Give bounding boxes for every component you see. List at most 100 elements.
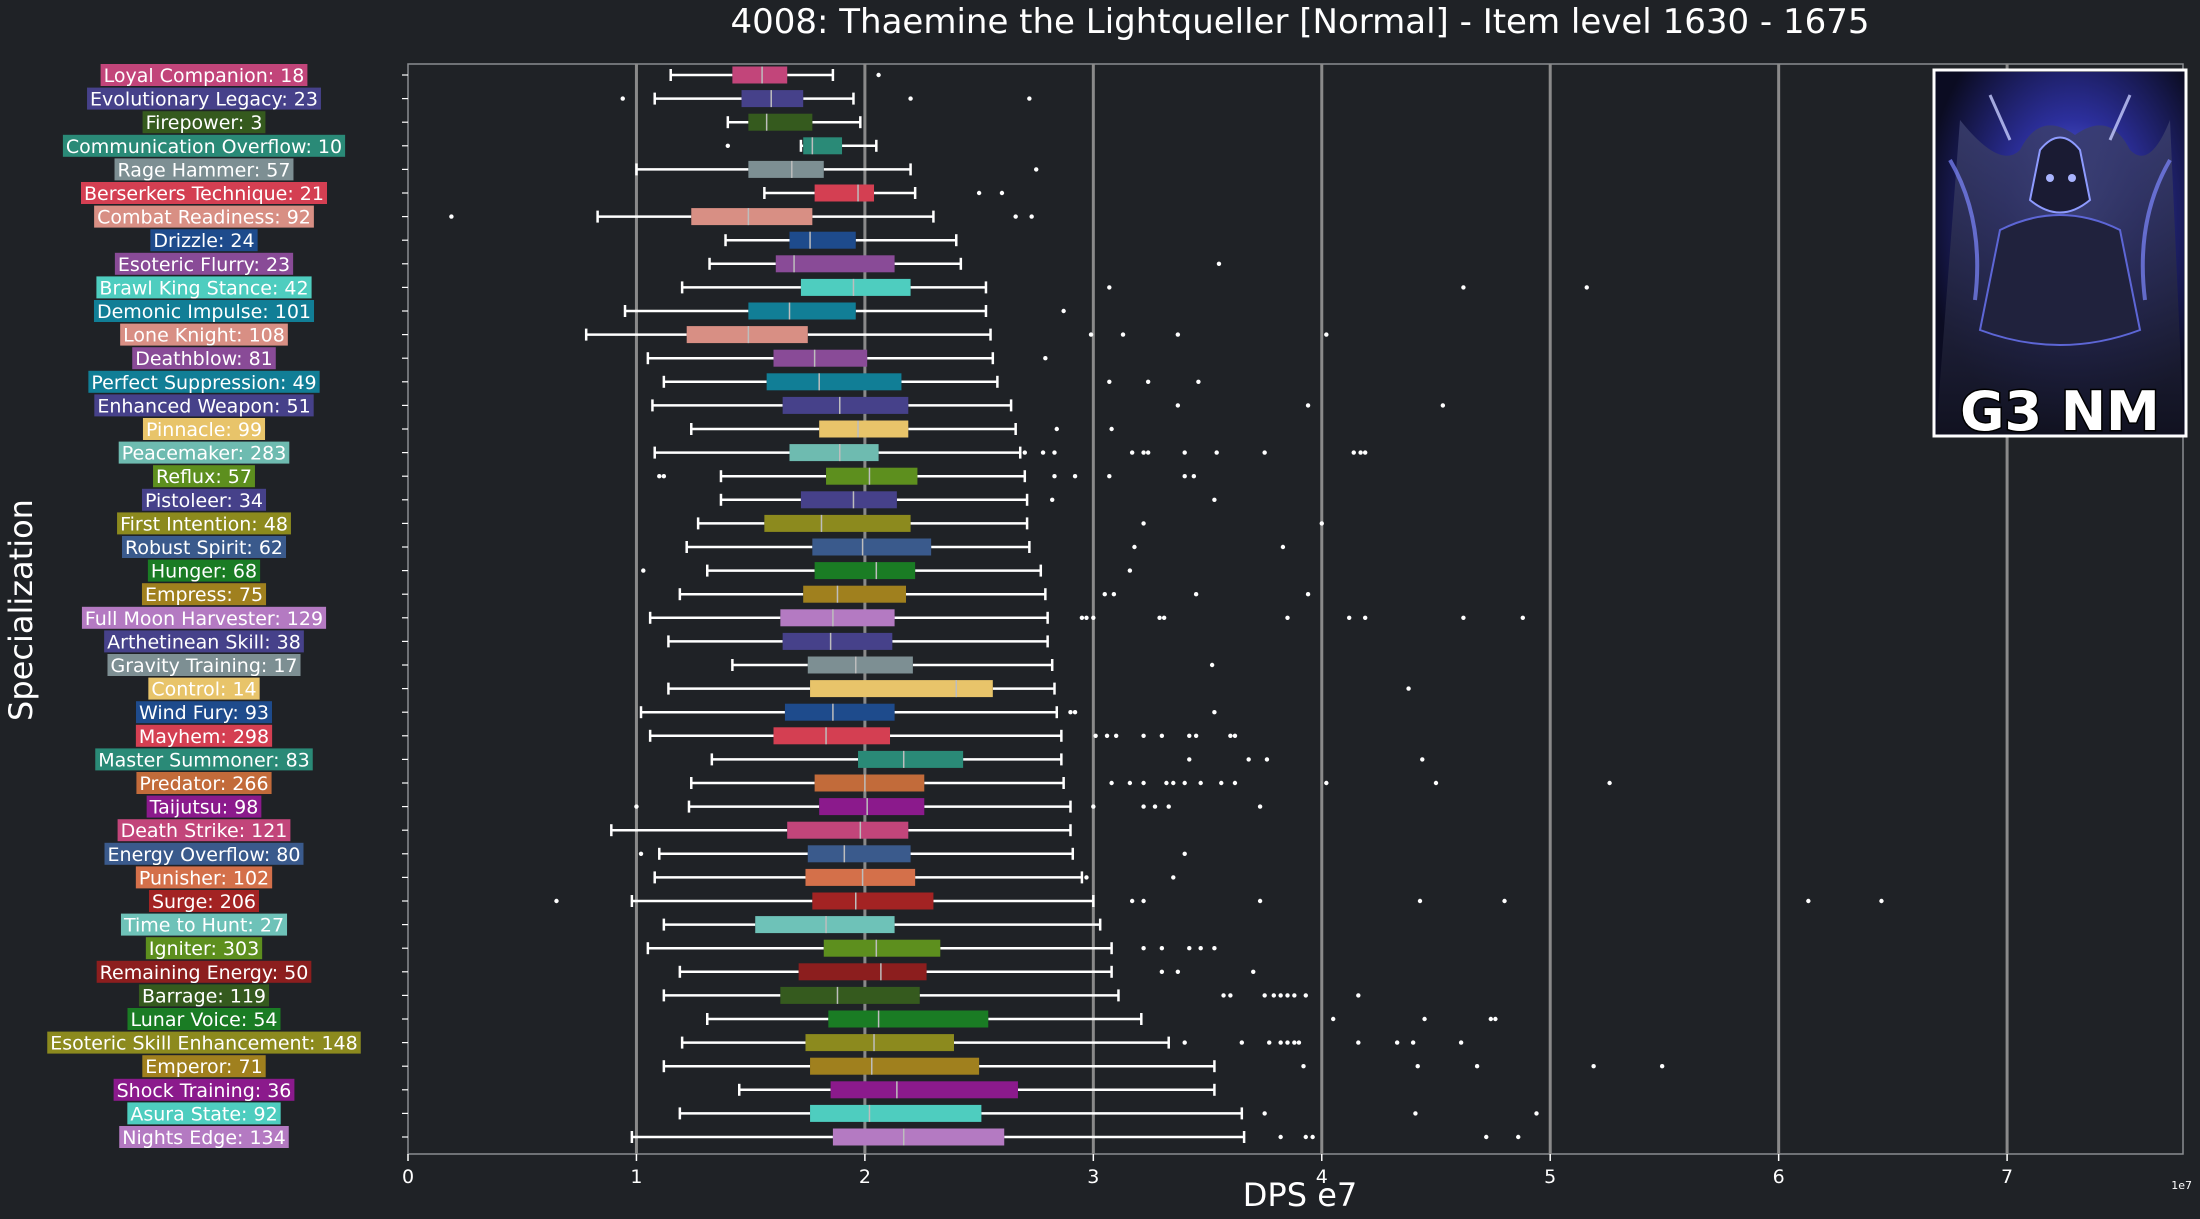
spec-label: Esoteric Flurry: 23 [114, 252, 294, 276]
outlier-point [1330, 1016, 1336, 1022]
box-iqr [819, 420, 909, 438]
outlier-point [876, 72, 881, 78]
box-group [402, 727, 1238, 745]
box-iqr [814, 562, 916, 580]
spec-label-bg [87, 87, 321, 110]
outlier-point [1806, 898, 1811, 904]
spec-label-text: Nights Edge: 134 [122, 1127, 286, 1149]
outlier-point [661, 474, 667, 479]
spec-label-text: Berserkers Technique: 21 [84, 183, 324, 205]
outlier-point [1488, 1016, 1494, 1022]
spec-label-text: Perfect Suppression: 49 [91, 372, 316, 394]
spec-label-bg [142, 418, 266, 440]
spec-label-text: Firepower: 3 [146, 112, 263, 134]
box-group [402, 986, 1361, 1004]
outlier-point [1212, 946, 1217, 951]
spec-label: Reflux: 57 [153, 465, 255, 488]
outlier-point [1040, 450, 1046, 455]
box-group [402, 444, 1368, 462]
outlier-point [1301, 1064, 1306, 1069]
spec-label-bg [95, 748, 313, 771]
outlier-point [1267, 1040, 1272, 1045]
x-tick-label: 6 [1773, 1166, 1785, 1188]
spec-label-text: Surge: 206 [152, 891, 256, 913]
outlier-point [1171, 875, 1176, 880]
spec-label-text: Deathblow: 81 [135, 348, 273, 370]
box-group [402, 1057, 1665, 1075]
spec-label: Predator: 266 [136, 772, 272, 795]
outlier-point [1187, 946, 1192, 951]
outlier-point [1196, 379, 1201, 384]
outlier-point [1433, 780, 1439, 786]
outlier-point [638, 851, 644, 856]
outlier-point [1228, 993, 1233, 998]
outlier-point [1109, 780, 1114, 786]
box-iqr [803, 585, 907, 603]
box-iqr [800, 491, 897, 509]
box-group [402, 916, 1102, 934]
spec-label: Berserkers Technique: 21 [81, 182, 327, 205]
spec-label: Arthetinean Skill: 38 [104, 630, 304, 653]
outlier-point [1278, 1040, 1283, 1045]
spec-label: Empress: 75 [141, 583, 267, 606]
outlier-point [1141, 450, 1146, 455]
spec-label: Rage Hammer: 57 [114, 158, 294, 181]
outlier-point [1088, 332, 1094, 337]
spec-label-bg [93, 300, 315, 322]
outlier-point [1324, 332, 1329, 337]
outlier-point [1216, 261, 1222, 266]
box-group [402, 585, 1311, 603]
outlier-point [1068, 710, 1073, 715]
spec-label: Robust Spirit: 62 [121, 536, 287, 559]
spec-label-text: Rage Hammer: 57 [118, 159, 291, 181]
spec-label: Loyal Companion: 18 [100, 64, 308, 87]
outlier-point [1129, 450, 1135, 455]
spec-label: Perfect Suppression: 49 [88, 370, 320, 394]
spec-label-bg [138, 984, 270, 1007]
spec-label-bg [81, 606, 327, 629]
box-series [402, 66, 1884, 1146]
box-group [402, 137, 878, 155]
box-iqr [787, 821, 909, 839]
outlier-point [449, 214, 454, 219]
outlier-point [1493, 1016, 1498, 1022]
outlier-point [1061, 308, 1066, 314]
outlier-point [1052, 450, 1057, 455]
box-iqr [789, 231, 856, 249]
box-iqr [803, 137, 843, 155]
outlier-point [1285, 1040, 1290, 1045]
x-tick-label: 0 [402, 1166, 414, 1188]
x-tick-label: 2 [859, 1166, 871, 1188]
outlier-point [1175, 969, 1181, 974]
outlier-point [1029, 214, 1034, 219]
box-group [402, 892, 1884, 910]
box-iqr [764, 514, 911, 532]
box-iqr [823, 939, 941, 957]
outlier-point [634, 804, 639, 809]
outlier-point [1271, 993, 1276, 998]
x-tick-label: 5 [1544, 1166, 1556, 1188]
box-iqr [748, 113, 813, 131]
spec-label: Evolutionary Legacy: 23 [87, 87, 321, 111]
outlier-point [1502, 898, 1507, 904]
outlier-point [976, 190, 982, 196]
outlier-point [1257, 804, 1263, 809]
outlier-point [1303, 993, 1308, 998]
badge-text: G3 NM [1960, 380, 2160, 443]
box-iqr [814, 184, 875, 202]
spec-label-text: Taijutsu: 98 [149, 797, 259, 819]
outlier-point [1091, 615, 1096, 620]
outlier-point [1280, 544, 1286, 550]
outlier-point [1420, 757, 1425, 762]
outlier-point [1262, 1111, 1267, 1116]
outlier-point [1484, 1134, 1489, 1140]
outlier-point [1461, 285, 1466, 290]
box-group [402, 703, 1217, 721]
outlier-point [908, 96, 913, 101]
spec-label-text: Hunger: 68 [151, 561, 257, 583]
outlier-point [1164, 780, 1169, 786]
spec-label-text: Lunar Voice: 54 [130, 1009, 277, 1031]
outlier-point [1182, 474, 1187, 479]
x-scale-multiplier: 1e7 [2171, 1179, 2192, 1192]
box-group [402, 963, 1256, 981]
